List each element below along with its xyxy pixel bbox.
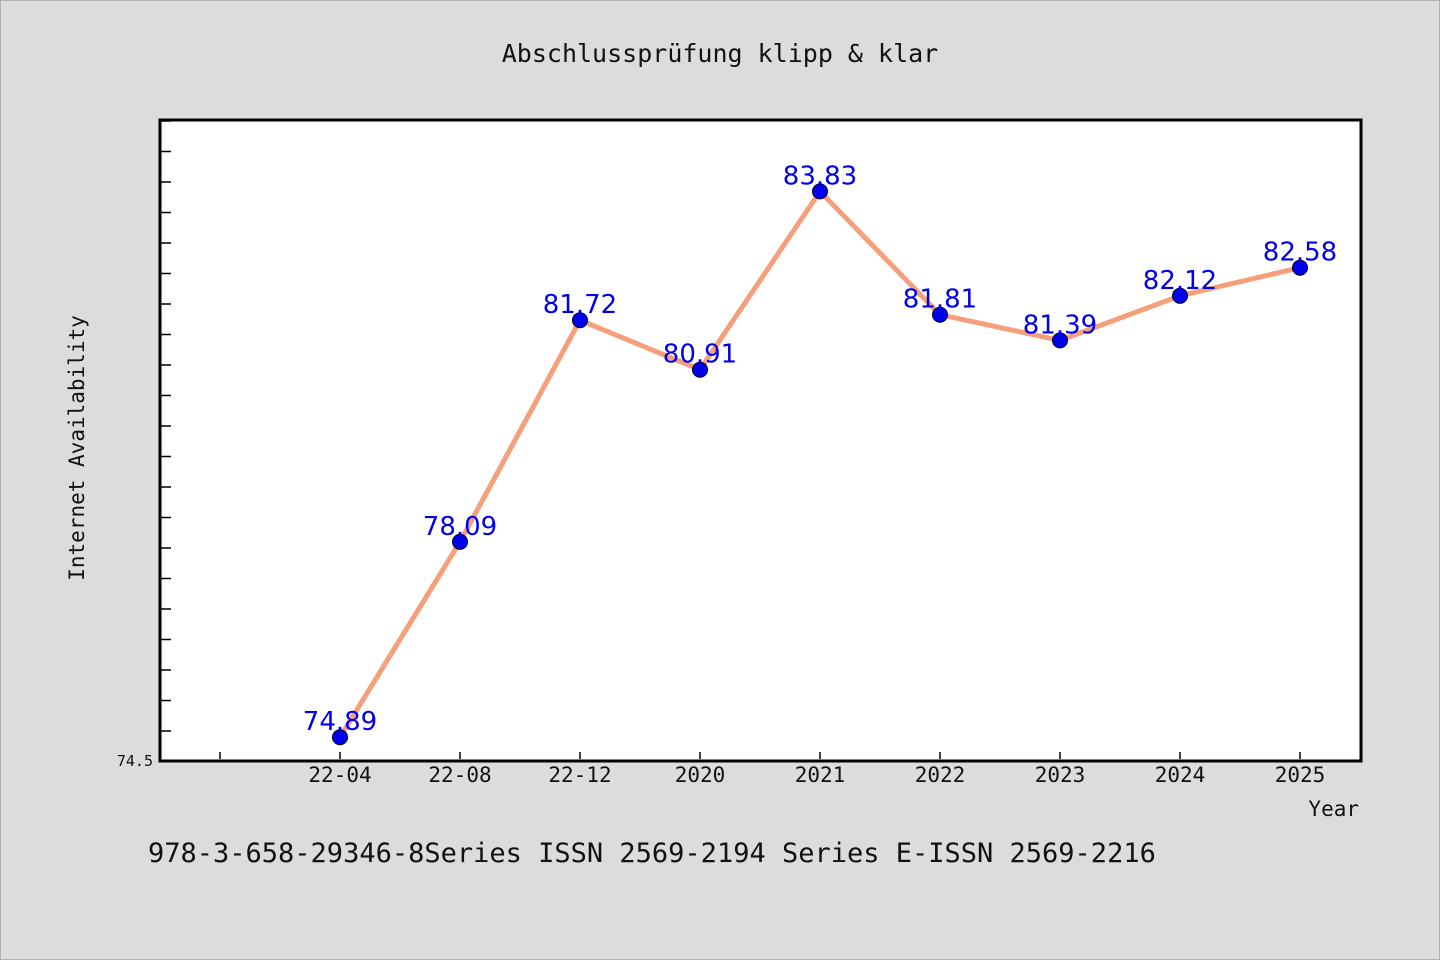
data-label: 82.58 (1263, 238, 1337, 268)
x-tick-label: 2025 (1275, 763, 1326, 787)
x-tick-label: 2024 (1155, 763, 1206, 787)
data-point (932, 306, 948, 323)
data-point (1052, 332, 1068, 349)
data-point (332, 729, 348, 746)
x-tick-label: 2020 (675, 763, 726, 787)
x-tick-label: 22-12 (548, 763, 611, 787)
data-label: 78.09 (423, 512, 497, 542)
footer-text: 978-3-658-29346-8Series ISSN 2569-2194 S… (148, 838, 1156, 869)
data-label: 81.81 (903, 285, 977, 315)
data-point (812, 183, 828, 200)
data-label: 81.72 (543, 290, 617, 320)
data-label: 80.91 (663, 340, 737, 370)
x-tick-label: 2021 (795, 763, 846, 787)
x-tick-label: 22-04 (308, 763, 371, 787)
data-point (1172, 287, 1188, 304)
data-label: 82.12 (1143, 266, 1217, 296)
x-tick-label: 22-08 (428, 763, 491, 787)
x-axis-label: Year (1308, 797, 1359, 821)
x-tick-label: 2023 (1035, 763, 1086, 787)
data-label: 74.89 (303, 707, 377, 737)
x-tick-label: 2022 (915, 763, 966, 787)
data-label: 83.83 (783, 161, 857, 191)
x-axis-tick-labels: 22-04 22-08 22-12 2020 2021 2022 2023 2024 2025 (308, 763, 1325, 787)
data-point (452, 533, 468, 550)
data-label: 81.39 (1023, 310, 1097, 340)
data-point (572, 312, 588, 329)
data-labels: 74.89 78.09 81.72 80.91 83.83 81.81 81.39 82.12… (303, 161, 1337, 737)
y-axis-label: Internet Availability (65, 315, 89, 581)
chart-title: Abschlussprüfung klipp & klar (502, 39, 939, 68)
data-point (692, 361, 708, 378)
plot-area (158, 118, 1363, 763)
data-point (1292, 259, 1308, 276)
x-axis-ticks (219, 752, 1301, 759)
y-axis-ticks (160, 120, 171, 732)
y-tick-label-min: 74.5 (117, 752, 153, 770)
data-points (332, 183, 1308, 746)
